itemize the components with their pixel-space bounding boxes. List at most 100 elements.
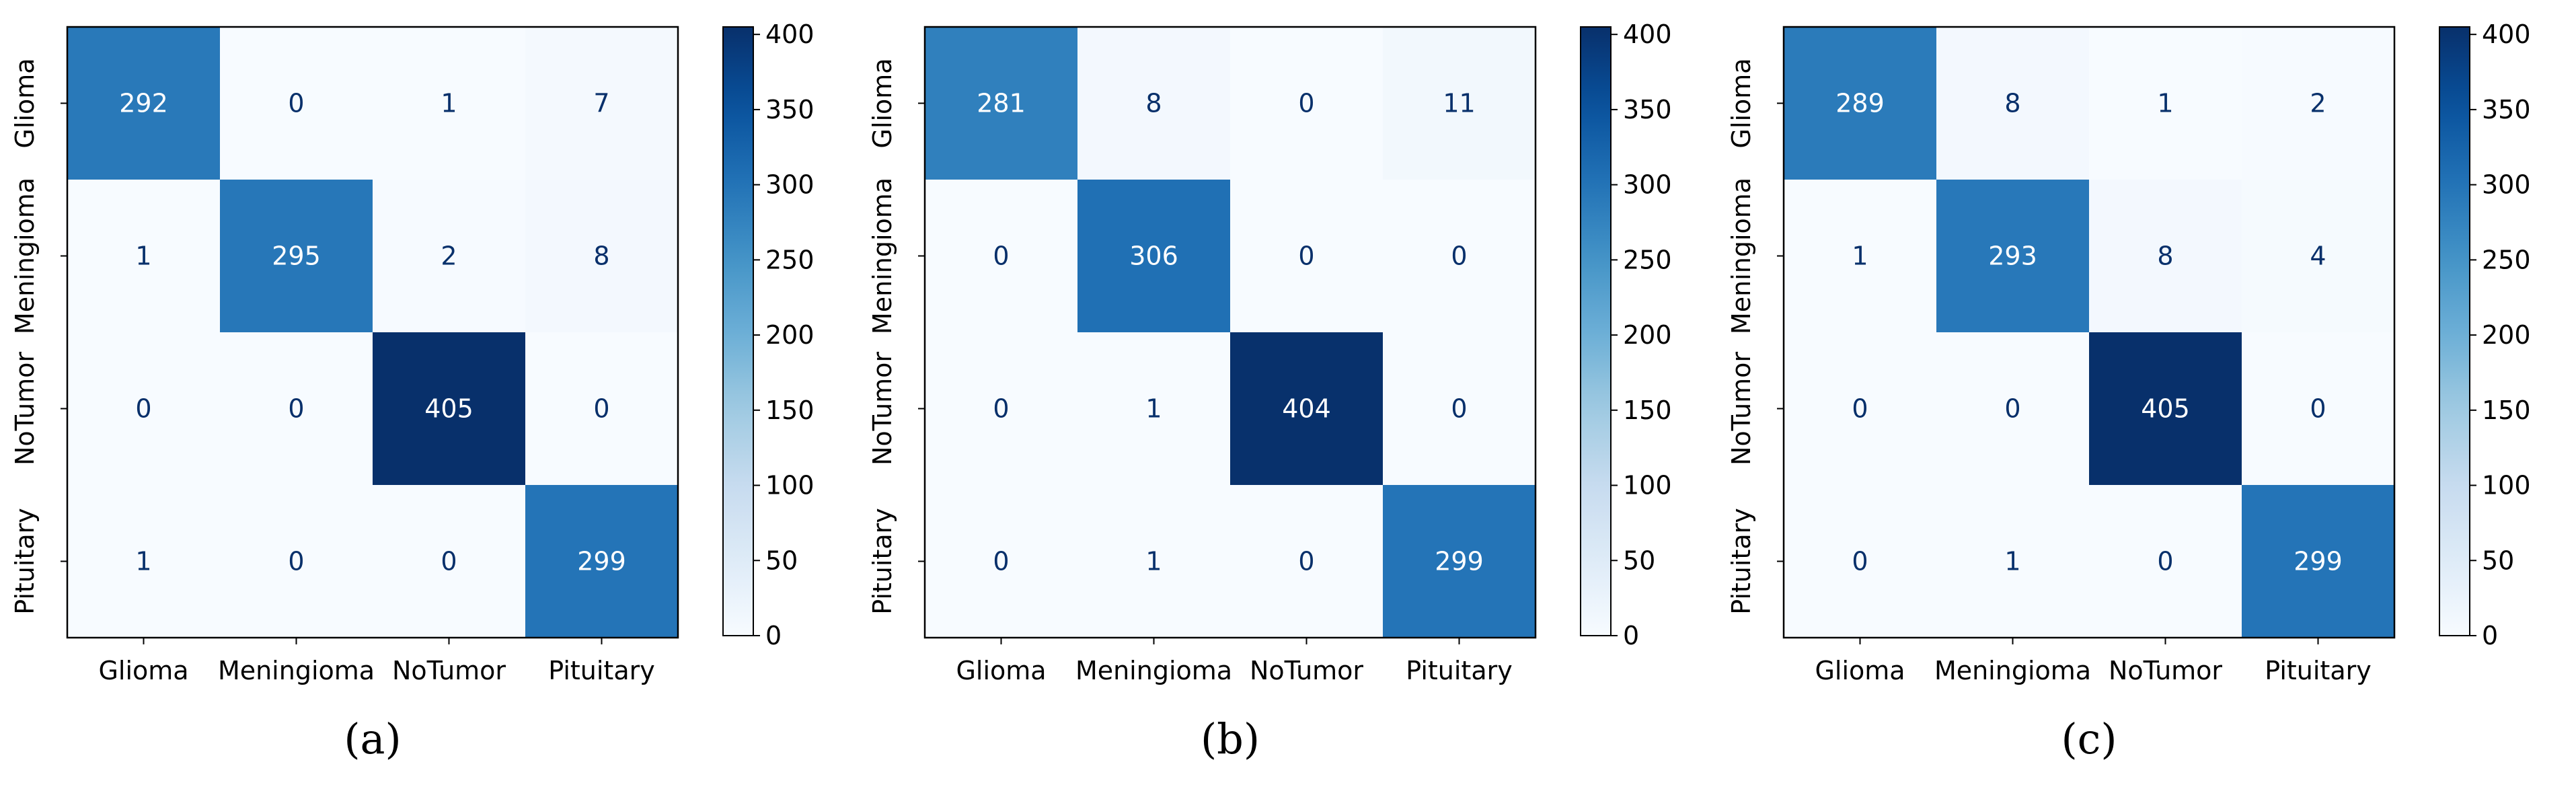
cell-value-label: 8 <box>1145 89 1162 118</box>
colorbar-frame <box>1580 26 1612 636</box>
cell-value-label: 0 <box>1451 241 1467 271</box>
colorbar-tick-label: 50 <box>1623 546 1655 575</box>
matrix-cell <box>67 180 221 333</box>
matrix-cell <box>1230 332 1384 486</box>
y-tick-label-meningioma: Meningioma <box>1727 178 1756 334</box>
matrix-cell <box>67 332 221 486</box>
matrix-cell <box>2242 332 2395 486</box>
cell-value-label: 0 <box>1852 547 1868 576</box>
matrix-cell <box>1230 485 1384 638</box>
cell-value-label: 8 <box>593 241 609 271</box>
matrix-cell <box>373 180 526 333</box>
x-tick-label-pituitary: Pituitary <box>2265 656 2371 685</box>
x-tick-label-glioma: Glioma <box>956 656 1046 685</box>
matrix-cell <box>1077 485 1231 638</box>
cell-value-label: 0 <box>993 394 1009 424</box>
cell-value-label: 0 <box>441 547 457 576</box>
cell-value-label: 281 <box>977 89 1026 118</box>
matrix-cell <box>2089 27 2242 180</box>
colorbar-gradient <box>723 27 753 636</box>
colorbar-tick-label: 50 <box>765 546 798 575</box>
cell-value-label: 1 <box>441 89 457 118</box>
cell-value-label: 0 <box>1298 547 1314 576</box>
cell-value-label: 2 <box>441 241 457 271</box>
cell-value-label: 0 <box>2004 394 2020 424</box>
colorbar-tick-label: 250 <box>2482 245 2531 274</box>
colorbar-frame <box>2439 26 2470 636</box>
matrix-cell <box>1936 332 2090 486</box>
y-tick-label-glioma: Glioma <box>1727 58 1756 148</box>
matrix-cell <box>1383 180 1536 333</box>
colorbar-tick-label: 400 <box>2482 20 2531 49</box>
cell-value-label: 7 <box>593 89 609 118</box>
colorbar-tick-label: 100 <box>765 471 815 500</box>
x-tick-label-meningioma: Meningioma <box>218 656 375 685</box>
colorbar-tick-label: 300 <box>765 170 815 200</box>
panel-label: (c) <box>2061 714 2117 763</box>
cell-value-label: 0 <box>993 241 1009 271</box>
x-tick-label-notumor: NoTumor <box>2109 656 2222 685</box>
cell-value-label: 1 <box>1852 241 1868 271</box>
matrix-cell <box>1383 27 1536 180</box>
cell-value-label: 0 <box>1451 394 1467 424</box>
matrix-cell <box>220 332 373 486</box>
axes-frame <box>923 26 1537 639</box>
matrix-cell <box>2242 485 2395 638</box>
y-tick-label-pituitary: Pituitary <box>868 508 897 614</box>
cell-value-label: 8 <box>2004 89 2020 118</box>
matrix-cell <box>2089 180 2242 333</box>
colorbar-frame <box>722 26 754 636</box>
y-tick-label-notumor: NoTumor <box>868 352 897 465</box>
matrix-cell <box>1784 485 1937 638</box>
colorbar-tick-label: 400 <box>765 20 815 49</box>
cell-value-label: 2 <box>2310 89 2326 118</box>
x-tick-label-pituitary: Pituitary <box>548 656 654 685</box>
cell-value-label: 4 <box>2310 241 2326 271</box>
matrix-cell <box>2089 332 2242 486</box>
matrix-cell <box>1936 485 2090 638</box>
colorbar-tick-label: 400 <box>1623 20 1672 49</box>
y-tick-label-glioma: Glioma <box>10 58 40 148</box>
y-tick-label-notumor: NoTumor <box>10 352 40 465</box>
matrix-cell <box>1784 332 1937 486</box>
colorbar-tick-label: 50 <box>2482 546 2514 575</box>
colorbar-tick-label: 150 <box>765 396 815 425</box>
matrix-cell <box>1936 180 2090 333</box>
colorbar-tick-label: 200 <box>1623 320 1672 350</box>
matrix-cell <box>525 332 679 486</box>
cell-value-label: 1 <box>135 241 151 271</box>
matrix-cell <box>1077 332 1231 486</box>
colorbar-tick-label: 250 <box>1623 245 1672 274</box>
colorbar-tick-label: 300 <box>1623 170 1672 200</box>
matrix-cell <box>220 485 373 638</box>
cell-value-label: 405 <box>2141 394 2190 424</box>
cell-value-label: 0 <box>135 394 151 424</box>
x-tick-label-glioma: Glioma <box>1815 656 1905 685</box>
matrix-cell <box>2242 180 2395 333</box>
matrix-cell <box>2242 27 2395 180</box>
cell-value-label: 299 <box>2294 547 2343 576</box>
y-tick-label-notumor: NoTumor <box>1727 352 1756 465</box>
cell-value-label: 289 <box>1835 89 1885 118</box>
colorbar-tick-label: 150 <box>2482 396 2531 425</box>
cell-value-label: 0 <box>2310 394 2326 424</box>
cell-value-label: 0 <box>288 547 304 576</box>
x-tick-label-notumor: NoTumor <box>1250 656 1363 685</box>
colorbar-tick-label: 200 <box>765 320 815 350</box>
colorbar-tick-label: 100 <box>1623 471 1672 500</box>
cell-value-label: 0 <box>1298 89 1314 118</box>
cell-value-label: 1 <box>135 547 151 576</box>
matrix-cell <box>525 27 679 180</box>
colorbar-tick-label: 200 <box>2482 320 2531 350</box>
cell-value-label: 295 <box>272 241 321 271</box>
cell-value-label: 0 <box>288 394 304 424</box>
cell-value-label: 1 <box>2004 547 2020 576</box>
cell-value-label: 0 <box>993 547 1009 576</box>
cell-value-label: 0 <box>2157 547 2173 576</box>
y-tick-label-pituitary: Pituitary <box>10 508 40 614</box>
y-tick-label-glioma: Glioma <box>868 58 897 148</box>
matrix-cell <box>67 27 221 180</box>
